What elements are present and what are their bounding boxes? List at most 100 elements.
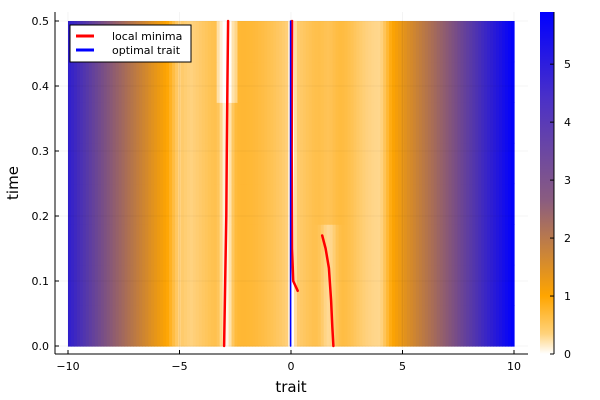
heatmap-cell: [154, 102, 158, 144]
heatmap-cell: [178, 61, 182, 103]
heatmap-cell: [332, 21, 337, 63]
heatmap-cell: [130, 183, 135, 225]
heatmap-cell: [344, 142, 349, 185]
heatmap-cell: [222, 183, 227, 225]
heatmap-cell: [118, 224, 123, 266]
heatmap-cell: [136, 61, 140, 103]
heatmap-cell: [344, 102, 349, 144]
heatmap-cell: [68, 61, 72, 103]
heatmap-cell: [130, 142, 135, 185]
heatmap-cell: [201, 183, 206, 225]
heatmap-cell: [192, 61, 197, 103]
heatmap-cell: [112, 224, 117, 266]
heatmap-cell: [511, 21, 515, 63]
heatmap-cell: [359, 21, 363, 63]
heatmap-cell: [478, 102, 482, 144]
heatmap-cell: [252, 142, 256, 185]
heatmap-cell: [299, 224, 304, 266]
heatmap-cell: [216, 61, 221, 103]
heatmap-cell: [285, 21, 289, 63]
heatmap-cell: [418, 142, 423, 185]
heatmap-cell: [335, 264, 340, 306]
heatmap-cell: [502, 21, 506, 63]
heatmap-cell: [305, 183, 310, 225]
heatmap-cell: [183, 264, 188, 306]
y-tick-label: 0.2: [32, 210, 50, 223]
heatmap-cell: [127, 61, 132, 103]
heatmap-cell: [136, 264, 140, 306]
heatmap-cell: [228, 224, 233, 266]
heatmap-cell: [73, 305, 78, 347]
heatmap-cell: [338, 21, 343, 63]
heatmap-cell: [448, 183, 453, 225]
heatmap-cell: [237, 305, 242, 347]
heatmap-cell: [380, 305, 384, 347]
heatmap-cell: [427, 183, 432, 225]
heatmap-cell: [350, 305, 355, 347]
heatmap-cell: [401, 305, 405, 347]
heatmap-cell: [160, 224, 164, 266]
heatmap-cell: [308, 183, 313, 225]
heatmap-cell: [246, 183, 250, 225]
heatmap-cell: [180, 142, 185, 185]
heatmap-cell: [380, 61, 384, 103]
heatmap-cell: [409, 264, 414, 306]
heatmap-cell: [472, 21, 476, 63]
heatmap-cell: [341, 305, 346, 347]
heatmap-cell: [151, 224, 155, 266]
x-tick-label: 10: [507, 360, 521, 373]
heatmap-cell: [157, 102, 161, 144]
heatmap-cell: [282, 102, 286, 144]
heatmap-cell: [267, 102, 271, 144]
heatmap-cell: [296, 183, 301, 225]
heatmap-cell: [383, 183, 387, 225]
heatmap-cell: [427, 305, 432, 347]
heatmap-cell: [136, 224, 140, 266]
heatmap-cell: [243, 142, 247, 185]
heatmap-cell: [481, 142, 485, 185]
heatmap-cell: [270, 305, 274, 347]
heatmap-cell: [472, 264, 476, 306]
heatmap-cell: [392, 264, 396, 306]
heatmap-cell: [460, 224, 465, 266]
heatmap-cell: [386, 61, 390, 103]
heatmap-cell: [445, 305, 450, 347]
heatmap-cell: [448, 61, 453, 103]
heatmap-cell: [201, 142, 206, 185]
heatmap-cell: [85, 224, 90, 266]
heatmap-cell: [222, 142, 227, 185]
heatmap-cell: [163, 305, 167, 347]
heatmap-cell: [460, 61, 465, 103]
heatmap-cell: [347, 224, 352, 266]
heatmap-cell: [154, 142, 158, 185]
heatmap-cell: [166, 305, 170, 347]
heatmap-cell: [207, 305, 212, 347]
heatmap-cell: [499, 183, 503, 225]
heatmap-cell: [234, 102, 239, 144]
heatmap-cell: [246, 264, 250, 306]
colorbar: 0 1 2 3 4 5: [540, 12, 571, 361]
heatmap-cell: [68, 183, 72, 225]
heatmap-cell: [424, 224, 429, 266]
heatmap-cell: [499, 224, 503, 266]
heatmap-cell: [317, 102, 322, 144]
heatmap-cell: [121, 305, 126, 347]
heatmap-cell: [436, 183, 441, 225]
heatmap-cell: [478, 264, 482, 306]
heatmap-cell: [442, 142, 447, 185]
heatmap-cell: [505, 305, 509, 347]
heatmap-cell: [195, 224, 200, 266]
heatmap-cell: [124, 61, 129, 103]
heatmap-cell: [198, 305, 203, 347]
heatmap-cell: [183, 61, 188, 103]
colorbar-tick-label: 4: [564, 116, 571, 129]
legend-label-optimal-trait: optimal trait: [112, 44, 181, 57]
heatmap-cell: [148, 102, 152, 144]
heatmap-cell: [454, 224, 459, 266]
heatmap-cell: [115, 142, 120, 185]
heatmap-cell: [308, 142, 313, 185]
heatmap-cell: [424, 183, 429, 225]
heatmap-cell: [225, 305, 230, 347]
heatmap-cell: [403, 142, 408, 185]
heatmap-cell: [463, 21, 468, 63]
